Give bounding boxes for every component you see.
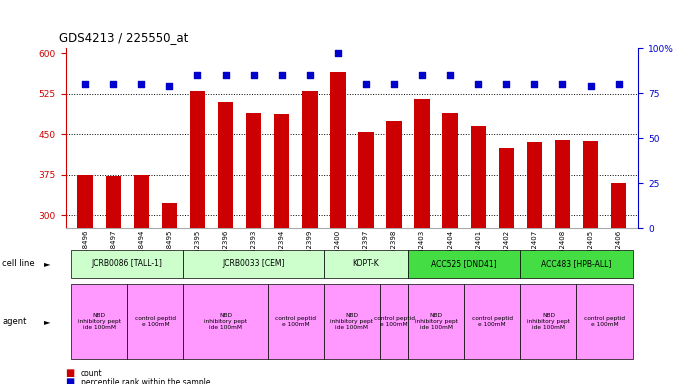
Bar <box>190 91 205 377</box>
Point <box>613 81 624 87</box>
Bar <box>499 148 514 377</box>
Bar <box>358 131 374 377</box>
Text: control peptid
e 100mM: control peptid e 100mM <box>584 316 625 327</box>
Point <box>164 83 175 89</box>
Text: ►: ► <box>43 260 50 268</box>
Bar <box>274 114 289 377</box>
Bar <box>611 183 627 377</box>
Point <box>192 72 203 78</box>
Text: control peptid
e 100mM: control peptid e 100mM <box>472 316 513 327</box>
Point <box>585 83 596 89</box>
Point <box>276 72 287 78</box>
Point <box>501 81 512 87</box>
Bar <box>386 121 402 377</box>
Point <box>136 81 147 87</box>
Text: ■: ■ <box>66 377 75 384</box>
Point <box>529 81 540 87</box>
Text: JCRB0086 [TALL-1]: JCRB0086 [TALL-1] <box>92 260 163 268</box>
Point <box>557 81 568 87</box>
Point <box>388 81 400 87</box>
Text: ■: ■ <box>66 368 75 378</box>
Bar <box>106 176 121 377</box>
Point <box>79 81 90 87</box>
Point <box>248 72 259 78</box>
Bar <box>415 99 430 377</box>
Text: NBD
inhibitory pept
ide 100mM: NBD inhibitory pept ide 100mM <box>78 313 121 330</box>
Text: GDS4213 / 225550_at: GDS4213 / 225550_at <box>59 31 188 44</box>
Text: control peptid
e 100mM: control peptid e 100mM <box>373 316 415 327</box>
Bar <box>555 140 570 377</box>
Bar <box>330 72 346 377</box>
Point <box>220 72 231 78</box>
Bar <box>77 175 93 377</box>
Point <box>108 81 119 87</box>
Bar <box>526 142 542 377</box>
Text: JCRB0033 [CEM]: JCRB0033 [CEM] <box>222 260 285 268</box>
Text: control peptid
e 100mM: control peptid e 100mM <box>275 316 316 327</box>
Text: count: count <box>81 369 102 378</box>
Point <box>444 72 455 78</box>
Point <box>360 81 371 87</box>
Text: percentile rank within the sample: percentile rank within the sample <box>81 377 210 384</box>
Point <box>304 72 315 78</box>
Bar <box>583 141 598 377</box>
Point <box>473 81 484 87</box>
Bar <box>218 102 233 377</box>
Bar <box>471 126 486 377</box>
Bar <box>302 91 317 377</box>
Text: NBD
inhibitory pept
ide 100mM: NBD inhibitory pept ide 100mM <box>204 313 247 330</box>
Text: cell line: cell line <box>2 260 34 268</box>
Bar <box>134 175 149 377</box>
Text: KOPT-K: KOPT-K <box>353 260 380 268</box>
Text: ACC483 [HPB-ALL]: ACC483 [HPB-ALL] <box>541 260 611 268</box>
Text: ACC525 [DND41]: ACC525 [DND41] <box>431 260 497 268</box>
Text: ►: ► <box>43 317 50 326</box>
Text: control peptid
e 100mM: control peptid e 100mM <box>135 316 176 327</box>
Bar <box>161 203 177 377</box>
Text: NBD
inhibitory pept
ide 100mM: NBD inhibitory pept ide 100mM <box>331 313 373 330</box>
Text: NBD
inhibitory pept
ide 100mM: NBD inhibitory pept ide 100mM <box>415 313 457 330</box>
Point <box>333 50 344 56</box>
Text: agent: agent <box>2 317 26 326</box>
Bar <box>442 113 458 377</box>
Point <box>417 72 428 78</box>
Text: NBD
inhibitory pept
ide 100mM: NBD inhibitory pept ide 100mM <box>527 313 570 330</box>
Bar <box>246 113 262 377</box>
